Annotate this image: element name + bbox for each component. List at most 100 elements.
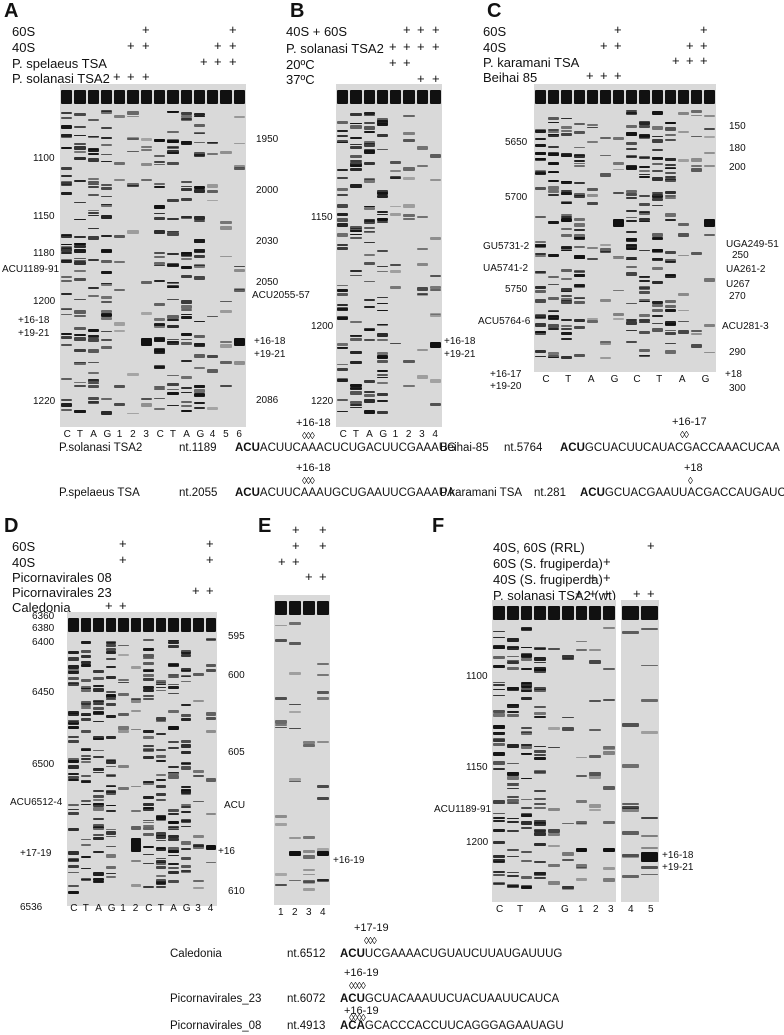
gel-band [61,252,73,254]
gel-band [376,333,388,337]
gel-band [626,320,637,325]
gel-band [289,601,301,615]
gel-band [506,772,519,776]
plus: + [229,38,237,53]
gel-band [534,871,547,875]
gel-band [74,112,86,116]
gel-band [704,90,715,104]
gel-band [87,361,99,364]
gel-band [376,324,388,327]
gel-band [180,857,191,860]
gel-band [337,194,349,196]
gel-band [114,402,126,407]
gel-band [493,761,505,766]
gel-band [337,247,349,250]
gel-band [193,90,206,104]
gel-band [68,650,79,654]
gel-band [350,403,362,406]
gel-band [535,244,546,246]
panel-a-cond-spelaeus: P. spelaeus TSA [12,56,107,71]
gel-band [87,152,99,155]
gel-band [168,685,179,689]
gel-band [155,774,166,777]
gel-band [167,263,179,267]
gel-band [534,647,547,650]
gel-band [155,862,166,865]
gel-band [105,715,116,718]
gel-band [626,244,637,249]
panel-c-rtick: 290 [729,347,746,358]
gel-band [61,333,73,336]
gel-band [639,90,650,104]
gel-band [130,699,141,704]
gel-band [652,281,663,284]
gel-band [534,705,547,708]
gel-band [574,354,585,357]
gel-band [180,806,191,808]
gel-band [626,302,637,305]
gel-band [403,384,415,388]
gel-band [140,403,152,408]
plus: + [603,586,611,601]
toeprint-band [704,219,715,227]
gel-band [350,160,362,162]
lane-label: 1 [116,429,123,440]
lane-label: T [352,429,359,440]
gel-band [493,819,505,823]
gel-band [100,184,113,186]
gel-band [143,657,154,660]
gel-band [390,264,402,266]
gel-band [80,663,91,667]
gel-band [167,90,179,104]
gel-band [574,159,585,163]
gel-band [105,773,116,777]
panel-c-cond: 60S [483,24,507,39]
gel-band [74,90,86,104]
gel-band [180,308,192,312]
gel-band [535,144,546,147]
gel-band [376,399,388,402]
gel-band [193,835,204,838]
gel-band [639,314,650,318]
gel-band [233,142,245,145]
gel-band [363,394,375,398]
seq-mark: +18 [684,462,703,474]
panel-a-rtick: +16-18 [254,336,286,347]
gel-band [289,622,301,626]
gel-band [74,261,86,265]
gel-band [520,743,533,747]
panel-d-cond: Caledonia [12,600,71,615]
gel-band [665,330,676,332]
diamond-mark: ◊◊◊ [364,936,377,947]
gel-band [317,601,329,615]
diamond-mark: ◊◊◊ [302,476,315,487]
gel-band [118,730,129,733]
gel-band [143,853,154,856]
panel-a-tick: 1150 [33,211,55,222]
gel-band [574,297,585,300]
gel-band [87,90,99,104]
gel-band [168,880,179,883]
gel-band [87,236,99,241]
gel-band [506,606,519,620]
gel-band [143,745,154,748]
gel-band [665,171,676,175]
gel-band [337,203,349,208]
gel-band [363,253,375,257]
gel-band [376,270,388,272]
gel-band [167,282,179,285]
gel-band [105,641,116,645]
gel-band [168,867,179,870]
gel-band [155,748,166,751]
gel-band [641,699,658,702]
gel-band [506,782,519,785]
gel-band [665,251,676,254]
gel-band [561,295,572,297]
gel-band [548,90,559,104]
gel-band [87,379,99,382]
gel-band [143,833,154,837]
gel-band [600,340,611,345]
gel-band [87,371,99,375]
gel-band [363,115,375,117]
gel-band [376,338,388,342]
